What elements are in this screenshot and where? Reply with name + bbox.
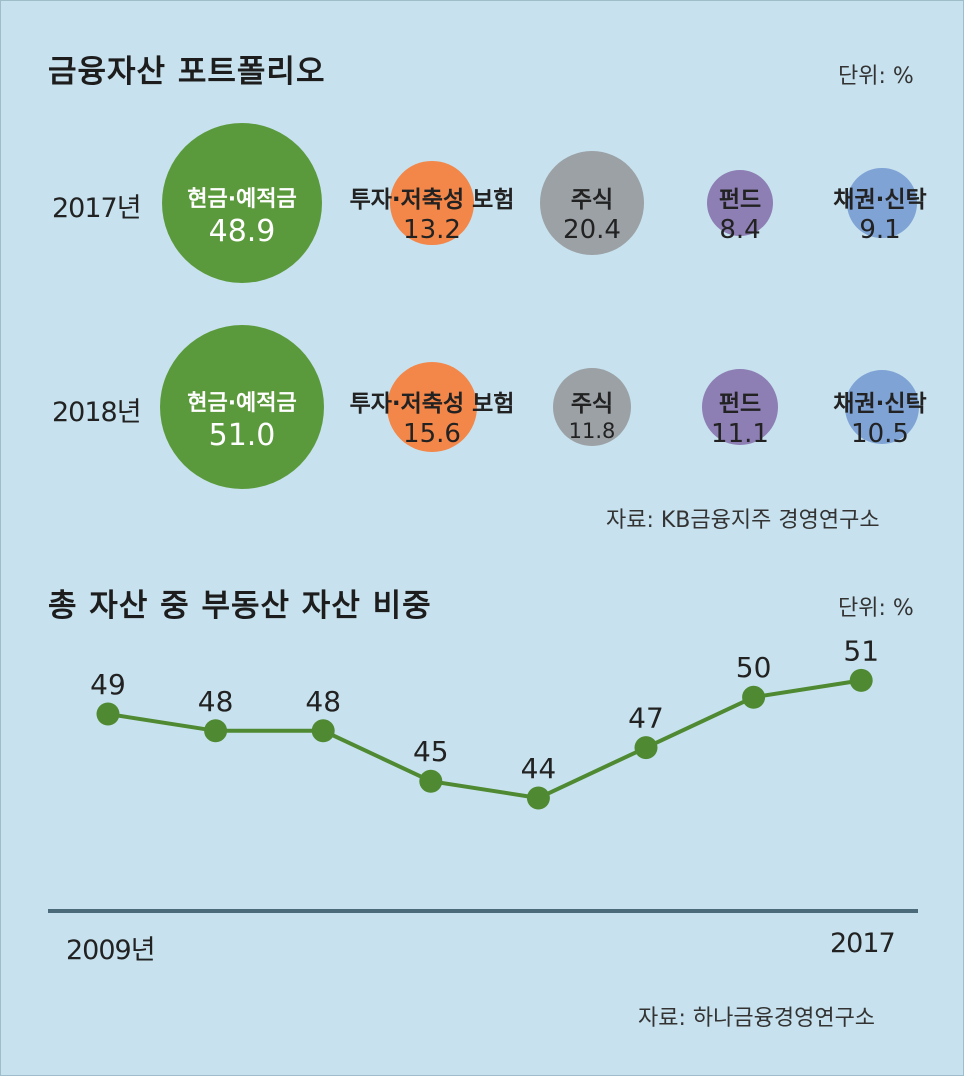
data-label-0: 49 [90,668,126,701]
data-label-1: 48 [198,685,234,718]
bubble-2018-4 [844,369,920,445]
data-label-7: 51 [843,634,879,667]
x-axis-start-label: 2009년 [66,935,156,966]
bubble-category-label: 펀드 [718,187,762,213]
bubble-value-label: 48.9 [208,214,276,249]
year-label-2017: 2017년 [52,193,142,224]
data-point-5 [634,736,658,760]
bubble-2017-1 [390,161,474,245]
bubble-2017-0 [161,122,323,284]
data-label-6: 50 [736,651,772,684]
bubble-value-label: 9.1 [859,215,901,245]
data-point-4 [526,786,550,810]
bubble-2018-2 [552,367,632,447]
data-point-7 [849,668,873,692]
data-point-0 [96,702,120,726]
realestate-source: 자료: 하나금융경영연구소 [638,1006,876,1031]
year-label-2018: 2018년 [52,397,142,428]
bubble-category-label: 채권·신탁 [833,187,927,213]
bubble-category-label: 펀드 [718,391,762,417]
data-label-3: 45 [413,735,449,768]
bubble-value-label: 10.5 [851,419,909,449]
bubble-2017-4 [847,168,917,238]
bubble-2017-2 [540,151,644,255]
data-point-2 [311,719,335,743]
bubble-category-label: 투자·저축성 보험 [349,391,515,417]
bubble-category-label: 채권·신탁 [833,391,927,417]
portfolio-title: 금융자산 포트폴리오 [48,54,326,90]
bubble-2018-1 [386,361,478,453]
portfolio-unit: 단위: % [838,64,914,89]
bubble-2017-3 [706,169,774,237]
bubble-category-label: 주식 [570,391,614,417]
data-point-1 [204,719,228,743]
bubble-value-label: 13.2 [403,215,461,245]
bubble-2018-0 [160,325,324,489]
series-line [107,678,862,801]
data-point-3 [419,769,443,793]
bubble-value-label: 11.8 [568,419,616,443]
portfolio-source: 자료: KB금융지주 경영연구소 [606,508,880,533]
bubble-value-label: 8.4 [719,215,761,245]
realestate-unit: 단위: % [838,596,914,621]
data-label-4: 44 [521,752,557,785]
bubble-category-label: 현금·예적금 [187,187,297,212]
data-point-6 [742,685,766,709]
bubble-category-label: 주식 [570,187,614,213]
bubble-value-label: 11.1 [711,419,769,449]
realestate-title: 총 자산 중 부동산 자산 비중 [48,588,432,624]
data-label-2: 48 [305,685,341,718]
bubble-2018-3 [701,368,779,446]
bubble-value-label: 51.0 [208,418,276,453]
data-label-5: 47 [628,702,664,735]
bubble-value-label: 20.4 [563,215,621,245]
x-axis-end-label: 2017 [830,928,896,959]
bubble-category-label: 현금·예적금 [187,391,297,416]
bubble-category-label: 투자·저축성 보험 [349,187,515,213]
bubble-value-label: 15.6 [403,419,461,449]
